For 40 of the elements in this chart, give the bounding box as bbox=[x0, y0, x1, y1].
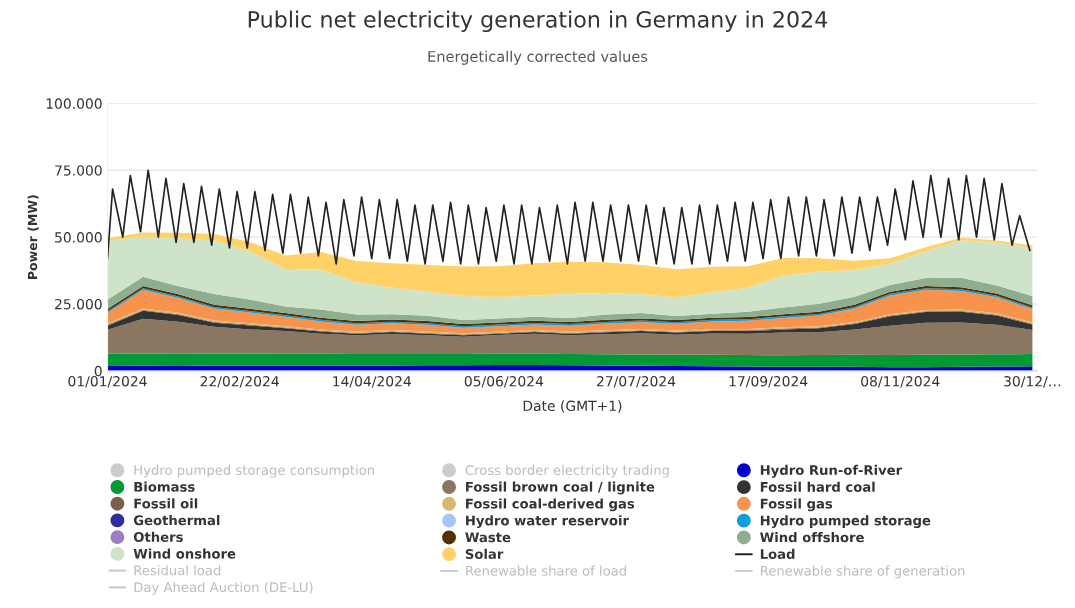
legend-label: Fossil oil bbox=[134, 498, 198, 509]
y-tick-label: 25.000 bbox=[55, 298, 102, 310]
legend-label: Hydro pumped storage bbox=[760, 515, 931, 529]
legend-label: Renewable share of generation bbox=[760, 565, 965, 579]
x-tick-label: 14/04/2024 bbox=[333, 375, 411, 388]
y-axis-title: Power (MW) bbox=[27, 195, 39, 279]
x-tick-label: 30/12/… bbox=[1004, 375, 1061, 388]
legend-label: Solar bbox=[465, 548, 504, 559]
legend-label: Wind onshore bbox=[133, 548, 236, 559]
legend-label: Load bbox=[760, 548, 795, 559]
x-tick-label: 27/07/2024 bbox=[597, 375, 676, 388]
legend-label: Fossil gas bbox=[760, 498, 833, 512]
legend-label: Biomass bbox=[134, 481, 195, 492]
legend-label: Fossil brown coal / lignite bbox=[466, 481, 655, 495]
legend-label: Day Ahead Auction (DE-LU) bbox=[134, 581, 313, 595]
legend-label: Hydro water reservoir bbox=[466, 515, 629, 529]
legend-label: Residual load bbox=[134, 565, 221, 576]
chart-title: Public net electricity generation in Germany in 2024 bbox=[248, 10, 828, 33]
legend-label: Hydro pumped storage consumption bbox=[134, 464, 375, 478]
legend-label: Waste bbox=[465, 532, 511, 543]
chart-subtitle: Energetically corrected values bbox=[428, 50, 648, 65]
legend-label: Fossil hard coal bbox=[760, 481, 875, 492]
legend-label: Cross border electricity trading bbox=[465, 464, 669, 478]
legend-label: Fossil coal-derived gas bbox=[466, 498, 635, 512]
legend-label: Hydro Run-of-River bbox=[760, 464, 903, 478]
x-tick-label: 08/11/2024 bbox=[861, 375, 940, 388]
legend-label: Renewable share of load bbox=[466, 565, 626, 576]
x-axis-title: Date (GMT+1) bbox=[523, 400, 622, 413]
legend-label: Wind offshore bbox=[760, 532, 864, 543]
x-tick-label: 05/06/2024 bbox=[464, 375, 544, 388]
y-tick-label: 75.000 bbox=[55, 165, 102, 176]
y-tick-label: 100.000 bbox=[46, 98, 102, 109]
line-series bbox=[107, 169, 1031, 265]
legend-label: Geothermal bbox=[133, 515, 220, 526]
y-tick-label: 0 bbox=[94, 365, 102, 377]
legend-label: Others bbox=[133, 531, 183, 542]
x-tick-label: 17/09/2024 bbox=[729, 375, 808, 388]
y-tick-label: 50.000 bbox=[55, 232, 102, 243]
x-tick-label: 22/02/2024 bbox=[200, 375, 279, 388]
x-tick-label: 01/01/2024 bbox=[68, 375, 147, 388]
